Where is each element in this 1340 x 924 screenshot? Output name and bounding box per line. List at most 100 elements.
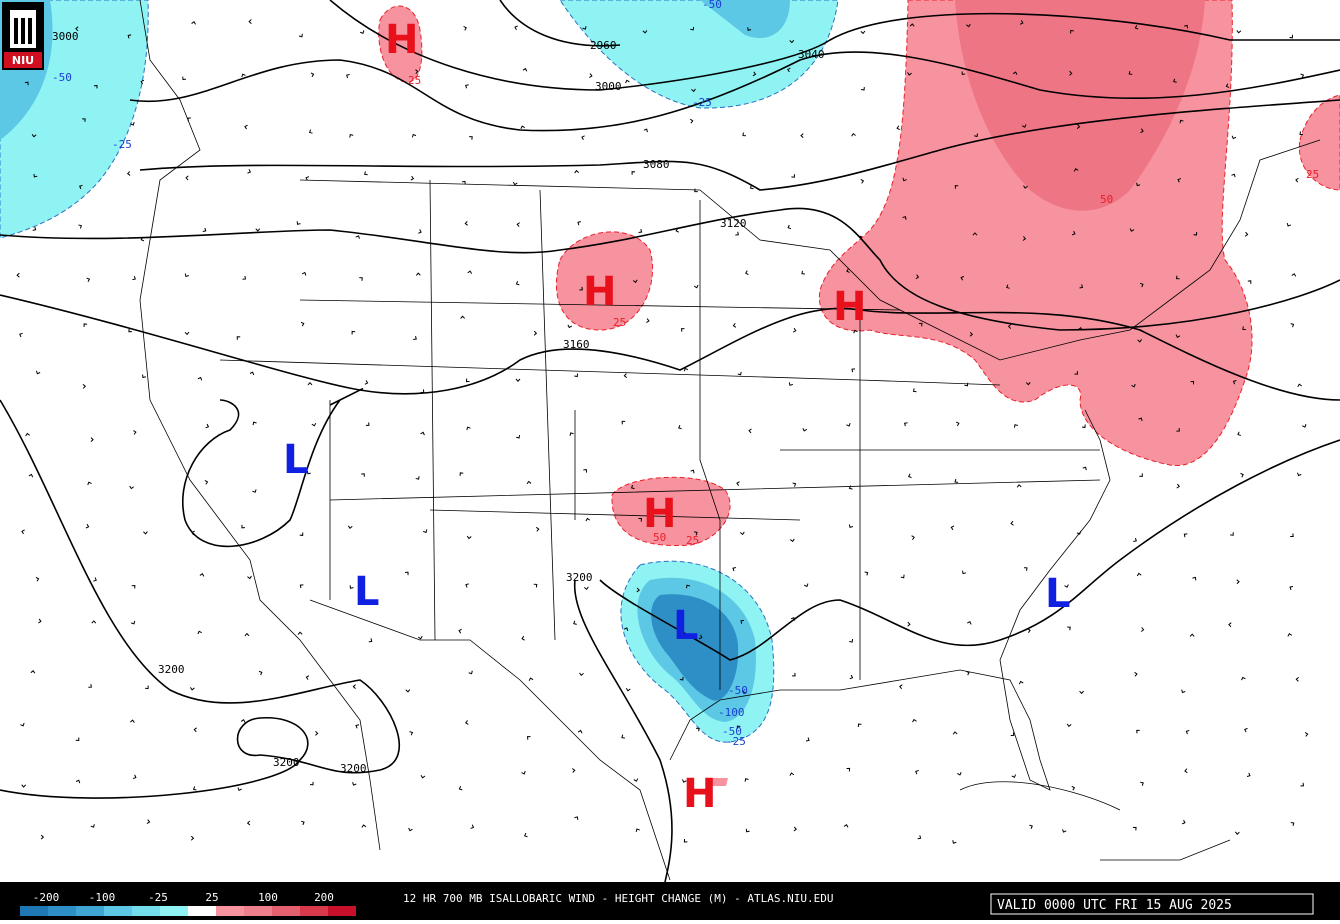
wind-arrow [577,221,582,226]
wind-arrow [860,30,866,35]
colorbar-swatch [188,906,216,916]
wind-arrow [1291,273,1297,277]
wind-arrow [458,628,462,634]
wind-arrow [31,134,37,138]
wind-arrow [1175,275,1180,280]
height-change-labels: -50 -25 -50 -25 25 25 50 25 50 25 -50 -1… [52,0,1319,748]
wind-arrow [189,687,195,691]
wind-arrow [917,835,922,840]
wind-arrow [952,731,958,735]
wind-arrow [736,725,741,730]
wind-arrow [1136,182,1141,187]
wind-arrow [307,381,313,386]
wind-arrow [1137,339,1143,343]
wind-arrow [1134,25,1139,30]
wind-arrow [860,178,865,184]
wind-arrow [749,185,754,190]
wind-arrow [467,270,473,274]
wind-arrow [187,117,191,122]
rise-area [611,476,731,547]
wind-arrow [1010,732,1015,736]
footer: -200 -100 -25 25 100 200 12 HR 700 MB IS… [0,882,1340,920]
wind-arrow [736,481,740,486]
wind-arrow [237,787,242,792]
height-contour [182,388,364,548]
wind-arrow [1181,819,1186,825]
wind-arrow [247,169,252,174]
wind-arrow [911,535,915,540]
wind-arrow [747,27,752,31]
wind-arrow [694,188,698,193]
wind-arrow [1025,382,1031,386]
change-label: 25 [408,74,421,87]
wind-arrow [1129,228,1135,232]
wind-arrow [790,616,796,621]
wind-arrow [415,272,421,276]
wind-arrow [732,323,737,328]
wind-arrow [364,171,368,176]
wind-arrow [574,169,580,174]
wind-arrow [1064,584,1069,588]
height-contour [0,207,1340,331]
height-contours [0,0,1340,883]
wind-arrow [143,531,148,535]
wind-arrow [515,281,520,286]
wind-arrow [1071,230,1076,236]
wind-arrow [465,378,470,383]
wind-arrow [420,389,425,394]
wind-arrow [899,684,903,690]
wind-arrow [528,677,534,681]
wind-arrow [1022,236,1027,241]
wind-arrow [193,727,197,733]
wind-arrows [16,19,1309,844]
fall-area [651,594,739,701]
wind-arrow [131,585,136,589]
wind-arrow [204,479,209,485]
wind-arrow [680,328,685,332]
change-label: 25 [1306,168,1319,181]
wind-arrow [468,670,473,675]
wind-arrow [361,473,365,477]
wind-arrow [1073,168,1079,172]
border [299,139,1321,361]
wind-arrow [16,272,20,278]
wind-arrow [93,84,98,89]
wind-arrow [465,720,469,725]
change-label: -50 [702,0,722,11]
colorbar-swatch [104,906,132,916]
wind-arrow [420,431,425,436]
wind-arrow [638,517,643,522]
low-marker: L [354,569,380,615]
wind-arrow [368,638,373,643]
wind-arrow [1236,579,1240,585]
wind-arrow [1290,323,1295,328]
wind-arrow [299,532,304,537]
wind-arrow [846,268,850,273]
wind-arrow [960,275,965,281]
wind-arrow [185,175,189,181]
wind-arrow [352,782,357,786]
wind-arrow [1244,727,1248,733]
wind-arrow [1228,622,1232,628]
wind-arrow [142,374,146,379]
rise-area [1298,94,1340,191]
wind-arrow [851,368,856,373]
wind-arrow [526,480,532,485]
wind-arrow [571,768,576,773]
wind-arrow [1177,178,1182,183]
wind-arrow [1185,730,1190,735]
wind-arrow [241,524,245,529]
wind-arrow [745,828,750,833]
wind-arrow [642,30,648,34]
wind-arrow [965,670,970,676]
wind-arrow [698,634,703,640]
wind-arrow [569,432,574,436]
wind-arrow [848,485,853,490]
contour-label: 3200 [566,571,593,584]
wind-arrow [907,621,911,627]
wind-arrow [694,531,698,536]
height-contour [139,99,1340,191]
wind-arrow [1230,532,1234,536]
wind-arrow [299,584,304,589]
wind-arrow [577,729,583,734]
